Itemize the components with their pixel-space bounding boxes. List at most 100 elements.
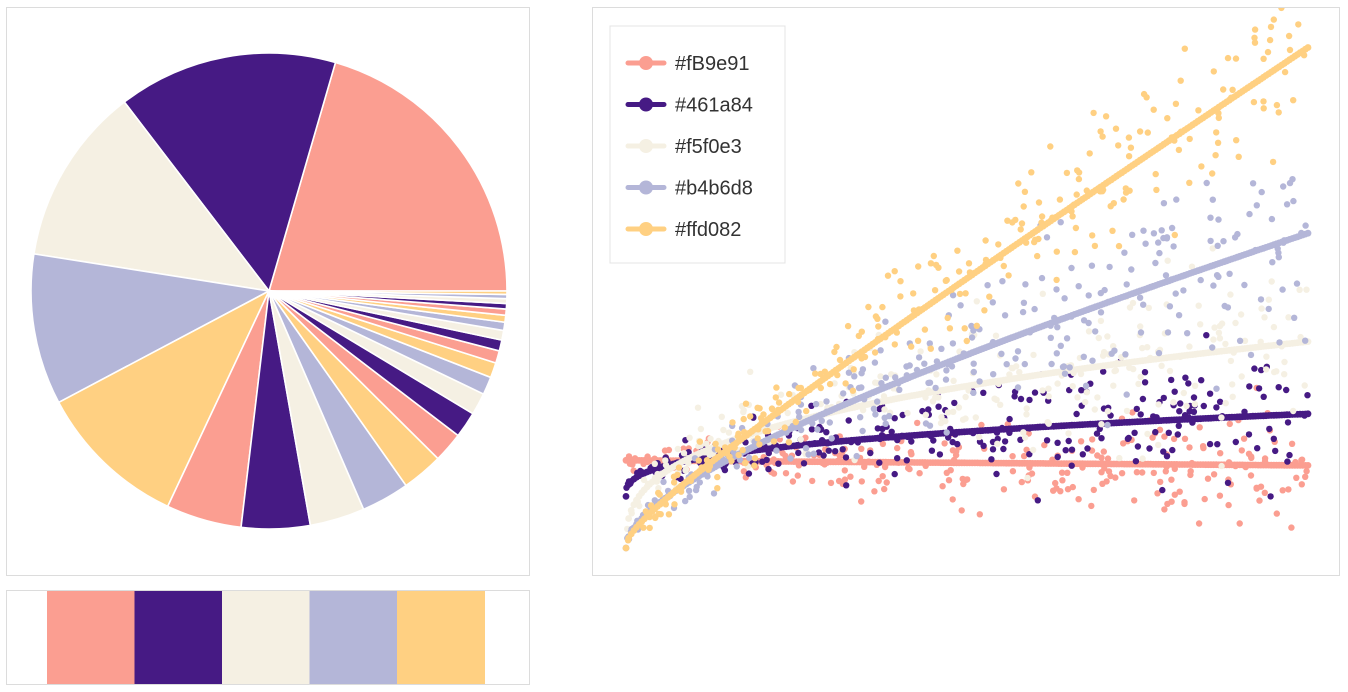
point [1270,435,1277,442]
point [897,278,904,285]
point [946,325,954,332]
point [1140,301,1147,308]
point [1226,270,1233,277]
point [1017,226,1024,233]
point [854,439,862,446]
point [758,418,766,426]
point [969,429,977,437]
point [1168,476,1175,483]
point [1051,314,1058,322]
point [972,414,979,421]
legend-label-2: #461a84 [675,95,753,117]
point [1131,429,1138,436]
point [640,476,648,484]
point [970,360,977,367]
point [773,384,780,391]
point [1216,398,1224,405]
point [657,511,664,518]
point [1014,384,1022,391]
point [1104,333,1111,340]
point [1106,263,1113,271]
point [841,467,848,474]
point [833,343,840,351]
point [1298,456,1305,464]
point [935,264,942,271]
point [1001,438,1009,445]
point [842,454,850,461]
point [1149,434,1156,441]
point [850,366,857,373]
point [891,341,898,348]
point [1133,405,1140,413]
point [1203,179,1210,187]
point [1265,296,1272,303]
point [1215,114,1222,122]
point [1137,411,1144,418]
point [795,384,802,392]
point [1075,496,1082,503]
point [797,426,805,434]
point [662,457,669,464]
point [1140,90,1148,98]
point [1253,484,1260,491]
point [1068,462,1075,469]
point [926,379,934,386]
point [1057,488,1064,495]
point [1136,128,1144,135]
point [810,365,817,372]
point [1072,224,1080,232]
point [644,453,651,460]
point [670,479,678,486]
point [746,454,753,462]
point [1185,414,1192,421]
point [1022,239,1030,246]
point [1054,439,1061,446]
point [1120,440,1127,447]
point [1012,355,1019,362]
point [1181,435,1189,442]
point [1270,16,1277,23]
point [950,377,957,384]
point [1079,464,1086,471]
point [932,384,939,392]
point [1186,408,1193,415]
point [1258,305,1265,312]
point [871,349,879,356]
point [678,484,685,492]
point [1123,407,1131,415]
legend-marker-1 [639,56,653,70]
point [1197,276,1204,284]
point [1132,458,1140,465]
point [826,419,833,426]
series-5 [622,8,1312,552]
swatch-1 [47,591,135,684]
point [875,477,882,485]
point [1001,312,1009,319]
point [1186,444,1193,451]
point [1255,385,1263,392]
point [1170,243,1177,250]
point [1164,257,1171,264]
point [1281,371,1288,378]
point [1212,152,1219,159]
point [1253,202,1260,209]
point [710,490,718,497]
point [875,323,882,330]
point [858,478,865,485]
point [1112,367,1120,374]
point [1213,385,1220,392]
point [1005,272,1012,279]
point [1281,237,1288,244]
point [634,469,641,477]
point [1011,393,1018,400]
point [828,435,835,442]
point [1213,129,1220,136]
point [1088,502,1095,510]
point [714,446,722,453]
point [1298,481,1305,488]
point [1272,447,1279,455]
point [858,370,865,377]
point [1232,462,1239,470]
point [787,455,794,462]
point [1062,447,1069,454]
